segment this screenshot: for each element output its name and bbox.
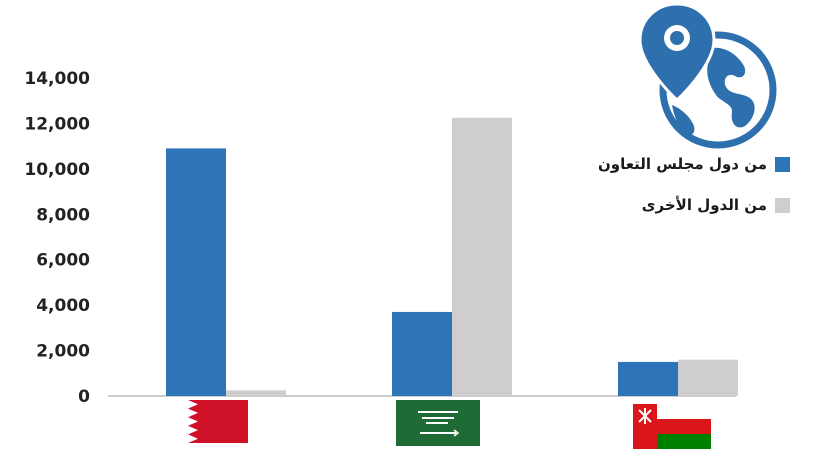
- bar-other-2: [678, 359, 738, 396]
- oman-flag-icon: [633, 404, 711, 449]
- saudi-flag-icon: [396, 400, 480, 446]
- legend-label-gcc: من دول مجلس التعاون: [597, 155, 767, 173]
- y-tick-label: 8,000: [36, 205, 90, 225]
- y-tick-label: 14,000: [24, 69, 90, 89]
- legend-swatch-blue: [775, 156, 790, 172]
- legend-item-gcc: من دول مجلس التعاون: [598, 155, 790, 173]
- bar-gcc-0: [166, 148, 226, 396]
- bar-gcc-2: [618, 361, 678, 396]
- legend-swatch-gray: [775, 197, 790, 213]
- y-tick-label: 10,000: [24, 160, 90, 180]
- y-tick-label: 6,000: [36, 251, 90, 271]
- bahrain-flag-icon: [166, 400, 248, 443]
- y-tick-label: 12,000: [24, 114, 90, 134]
- y-tick-label: 4,000: [36, 296, 90, 316]
- bar-other-0: [226, 390, 286, 396]
- y-tick-label: 0: [78, 387, 90, 407]
- y-tick-label: 2,000: [36, 342, 90, 362]
- legend-label-other: من الدول الأخرى: [641, 196, 767, 214]
- legend-item-other: من الدول الأخرى: [642, 196, 790, 214]
- bar-other-1: [452, 117, 512, 396]
- bar-gcc-1: [392, 311, 452, 396]
- globe-location-pin-icon: [638, 2, 777, 149]
